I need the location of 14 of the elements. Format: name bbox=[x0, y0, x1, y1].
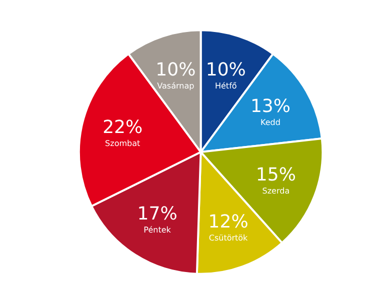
data-label: 10% bbox=[156, 60, 196, 81]
slice-label: Vasárnap bbox=[157, 82, 194, 91]
slice-label: Szombat bbox=[105, 139, 140, 148]
slice-label: Szerda bbox=[262, 186, 290, 196]
data-label: 10% bbox=[206, 60, 246, 81]
data-label: 17% bbox=[137, 204, 178, 225]
data-label: 15% bbox=[256, 164, 296, 186]
slice-label: Péntek bbox=[144, 226, 172, 235]
slice-label: Kedd bbox=[260, 118, 280, 127]
data-label: 12% bbox=[208, 212, 248, 233]
slice-label: Csütörtök bbox=[208, 234, 248, 243]
slice-label: Hétfő bbox=[214, 82, 237, 91]
data-label: 13% bbox=[250, 96, 290, 117]
data-label: 22% bbox=[102, 117, 143, 138]
